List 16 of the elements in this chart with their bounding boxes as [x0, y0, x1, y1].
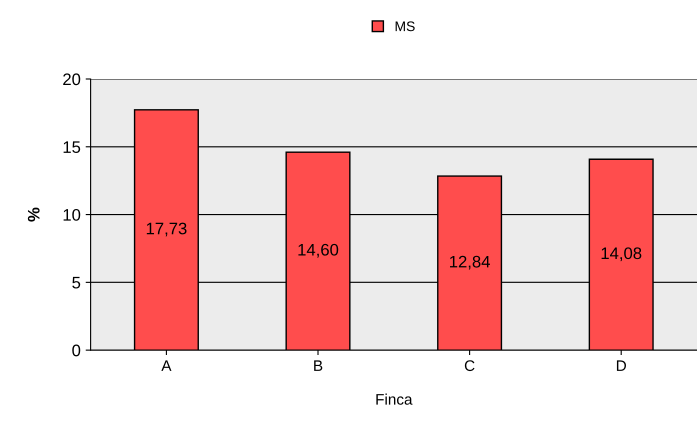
data-label: 14,08	[602, 247, 642, 262]
x-tick-label: D	[616, 360, 626, 371]
x-tick-label: B	[314, 360, 322, 371]
x-axis-title: Finca	[376, 394, 412, 405]
data-label: 14,60	[298, 244, 338, 258]
data-label: 17,73	[146, 222, 187, 236]
x-tick-label: A	[161, 360, 172, 371]
y-tick-label: 20	[63, 73, 80, 86]
y-tick-label: 5	[72, 276, 80, 289]
y-tick-label: 10	[64, 208, 80, 221]
y-tick-label: 15	[64, 141, 80, 153]
legend-label: MS	[396, 21, 415, 32]
data-label: 12,84	[450, 256, 490, 270]
x-tick-label: C	[464, 360, 475, 372]
y-axis-title: %	[28, 208, 40, 222]
y-tick-label: 0	[72, 344, 80, 356]
